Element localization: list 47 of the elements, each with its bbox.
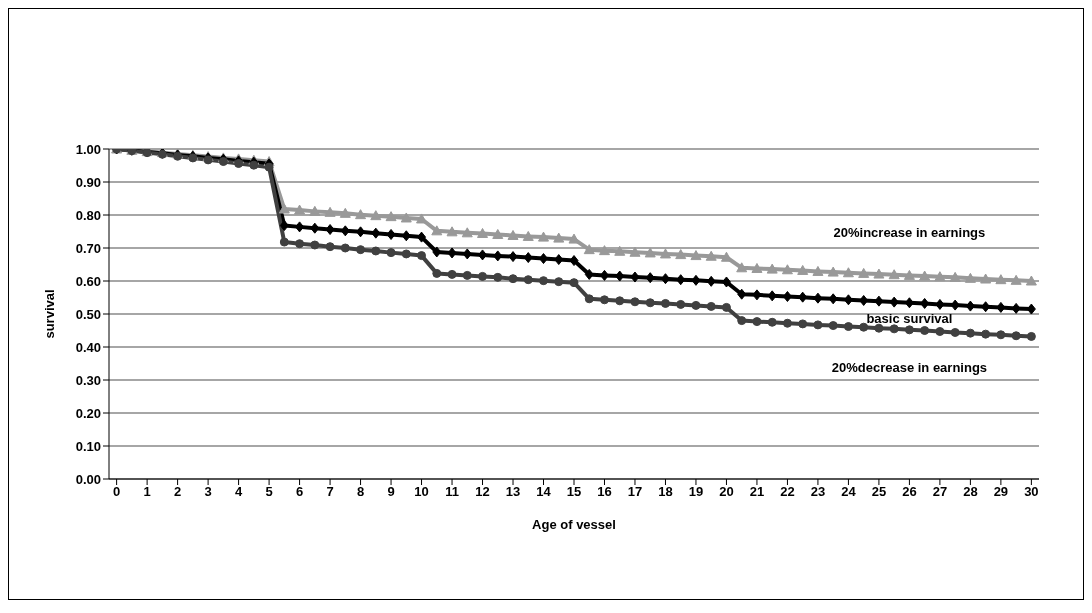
x-tick-label: 3 [204, 484, 212, 500]
y-tick-label: 0.00 [75, 471, 101, 487]
x-axis-title: Age of vessel [532, 517, 616, 532]
y-tick-label: 0.60 [75, 273, 101, 289]
y-tick-label: 1.00 [75, 141, 101, 157]
x-tick-label: 24 [841, 484, 857, 500]
x-tick-label: 7 [326, 484, 334, 500]
y-axis-title: survival [41, 289, 57, 339]
x-tick-label: 21 [749, 484, 765, 500]
x-tick-label: 28 [963, 484, 978, 500]
y-tick-label: 0.90 [75, 174, 101, 190]
x-tick-label: 0 [113, 484, 121, 500]
x-tick-label: 12 [475, 484, 490, 500]
x-tick-label: 20 [719, 484, 734, 500]
x-tick-label: 8 [356, 484, 365, 500]
y-tick-label: 0.20 [75, 405, 101, 421]
x-tick-label: 18 [658, 484, 673, 500]
y-tick-label: 0.70 [75, 240, 101, 256]
y-tick-label: 0.30 [75, 372, 101, 388]
x-tick-label: 16 [597, 484, 612, 500]
series-label: 20%decrease in earnings [831, 359, 988, 375]
x-tick-label: 26 [902, 484, 917, 500]
x-tick-label: 2 [173, 484, 182, 500]
x-tick-label: 9 [387, 484, 395, 500]
y-tick-label: 0.50 [75, 306, 101, 322]
x-tick-label: 1 [143, 484, 151, 500]
x-tick-label: 5 [265, 484, 273, 500]
x-tick-label: 11 [445, 484, 459, 500]
x-tick-label: 10 [414, 484, 429, 500]
x-tick-label: 13 [505, 484, 521, 500]
x-tick-label: 4 [234, 484, 243, 500]
x-tick-label: 17 [627, 484, 643, 500]
x-tick-label: 23 [810, 484, 826, 500]
x-tick-label: 27 [932, 484, 948, 500]
x-tick-label: 29 [993, 484, 1009, 500]
y-tick-label: 0.40 [75, 339, 101, 355]
x-tick-label: 15 [566, 484, 582, 500]
x-tick-label: 22 [780, 484, 795, 500]
y-tick-label: 0.80 [75, 207, 101, 223]
series-label: basic survival [866, 310, 953, 326]
x-tick-label: 30 [1024, 484, 1039, 500]
x-tick-label: 25 [871, 484, 887, 500]
x-tick-label: 19 [688, 484, 704, 500]
text: 20%increase in earnings [833, 225, 986, 241]
y-tick-label: 0.10 [75, 438, 101, 454]
x-tick-label: 14 [536, 484, 552, 500]
x-tick-label: 6 [295, 484, 304, 500]
